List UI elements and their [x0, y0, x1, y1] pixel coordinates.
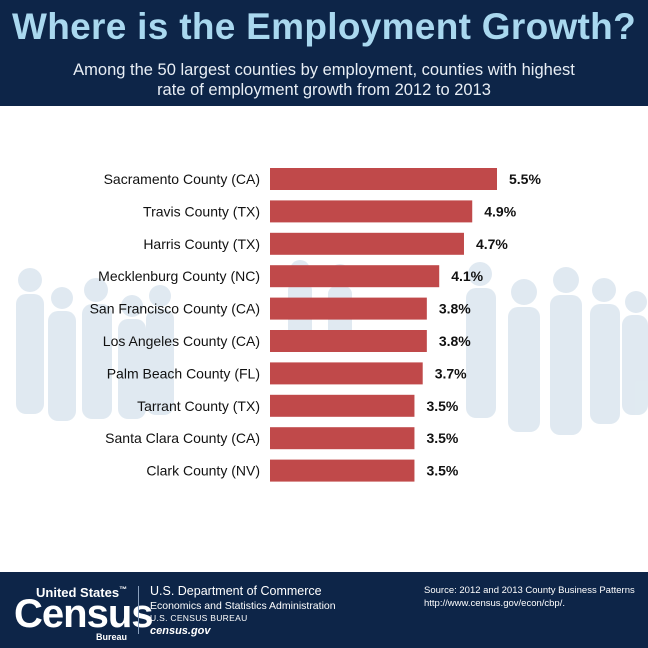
value-label: 3.5% — [426, 430, 458, 446]
value-label: 4.9% — [484, 203, 516, 219]
page-title: Where is the Employment Growth? — [12, 6, 636, 47]
category-label: Sacramento County (CA) — [104, 171, 260, 187]
person-silhouette-right-1 — [466, 262, 496, 418]
source-line-1: Source: 2012 and 2013 County Business Pa… — [424, 585, 635, 596]
header-banner: Where is the Employment Growth? Among th… — [0, 0, 648, 106]
logo-top-text: United States™ — [36, 585, 128, 600]
bar — [270, 200, 473, 223]
value-label: 4.7% — [476, 236, 508, 252]
person-silhouette-right-4 — [590, 278, 620, 424]
footer-banner: United States™ Census Bureau U.S. Depart… — [0, 572, 648, 648]
category-label: Mecklenburg County (NC) — [98, 268, 260, 284]
bars-layer: Sacramento County (CA) 5.5% Travis County … — [90, 168, 541, 482]
value-label: 3.5% — [426, 463, 458, 479]
administration-name: Economics and Statistics Administration — [150, 600, 336, 612]
value-label: 3.5% — [426, 398, 458, 414]
category-label: Travis County (TX) — [143, 203, 260, 219]
category-label: Los Angeles County (CA) — [103, 333, 260, 349]
bar — [270, 427, 415, 450]
source-url[interactable]: http://www.census.gov/econ/cbp/. — [424, 598, 565, 609]
bar — [270, 459, 415, 482]
person-silhouette-right-2 — [508, 279, 540, 432]
footer-divider — [138, 586, 139, 634]
bar — [270, 168, 497, 190]
crowd-silhouette-background — [16, 260, 648, 435]
value-label: 3.8% — [439, 333, 471, 349]
logo-bureau-text: Bureau — [96, 632, 128, 642]
person-silhouette-left-5 — [146, 285, 174, 415]
person-silhouette-left-1 — [16, 268, 44, 414]
bar — [270, 297, 427, 320]
bar-chart: Sacramento County (CA) 5.5% Travis County … — [90, 168, 541, 482]
census-logo: Census — [14, 592, 153, 636]
bar — [270, 265, 440, 288]
bar — [270, 362, 423, 385]
bar — [270, 330, 427, 352]
person-silhouette-left-2 — [48, 287, 76, 421]
source-note: Source: 2012 and 2013 County Business Pa… — [424, 584, 635, 610]
category-label: San Francisco County (CA) — [90, 301, 260, 317]
value-label: 3.8% — [439, 301, 471, 317]
category-label: Tarrant County (TX) — [137, 398, 260, 414]
value-label: 4.1% — [451, 268, 483, 284]
department-name: U.S. Department of Commerce — [150, 584, 322, 598]
category-label: Santa Clara County (CA) — [105, 430, 260, 446]
category-label: Harris County (TX) — [143, 236, 260, 252]
person-silhouette-right-3 — [550, 267, 582, 435]
website-link[interactable]: census.gov — [150, 625, 211, 637]
person-silhouette-left-3 — [82, 278, 112, 419]
category-label: Clark County (NV) — [146, 463, 260, 479]
page-subtitle: Among the 50 largest counties by employm… — [73, 61, 575, 99]
person-silhouette-left-4 — [118, 295, 146, 419]
bar — [270, 394, 415, 417]
value-label: 3.7% — [435, 365, 467, 381]
bar — [270, 232, 464, 255]
person-silhouette-right-5 — [622, 291, 648, 415]
bureau-name: U.S. CENSUS BUREAU — [150, 613, 248, 623]
value-label: 5.5% — [509, 171, 541, 187]
category-label: Palm Beach County (FL) — [107, 365, 260, 381]
